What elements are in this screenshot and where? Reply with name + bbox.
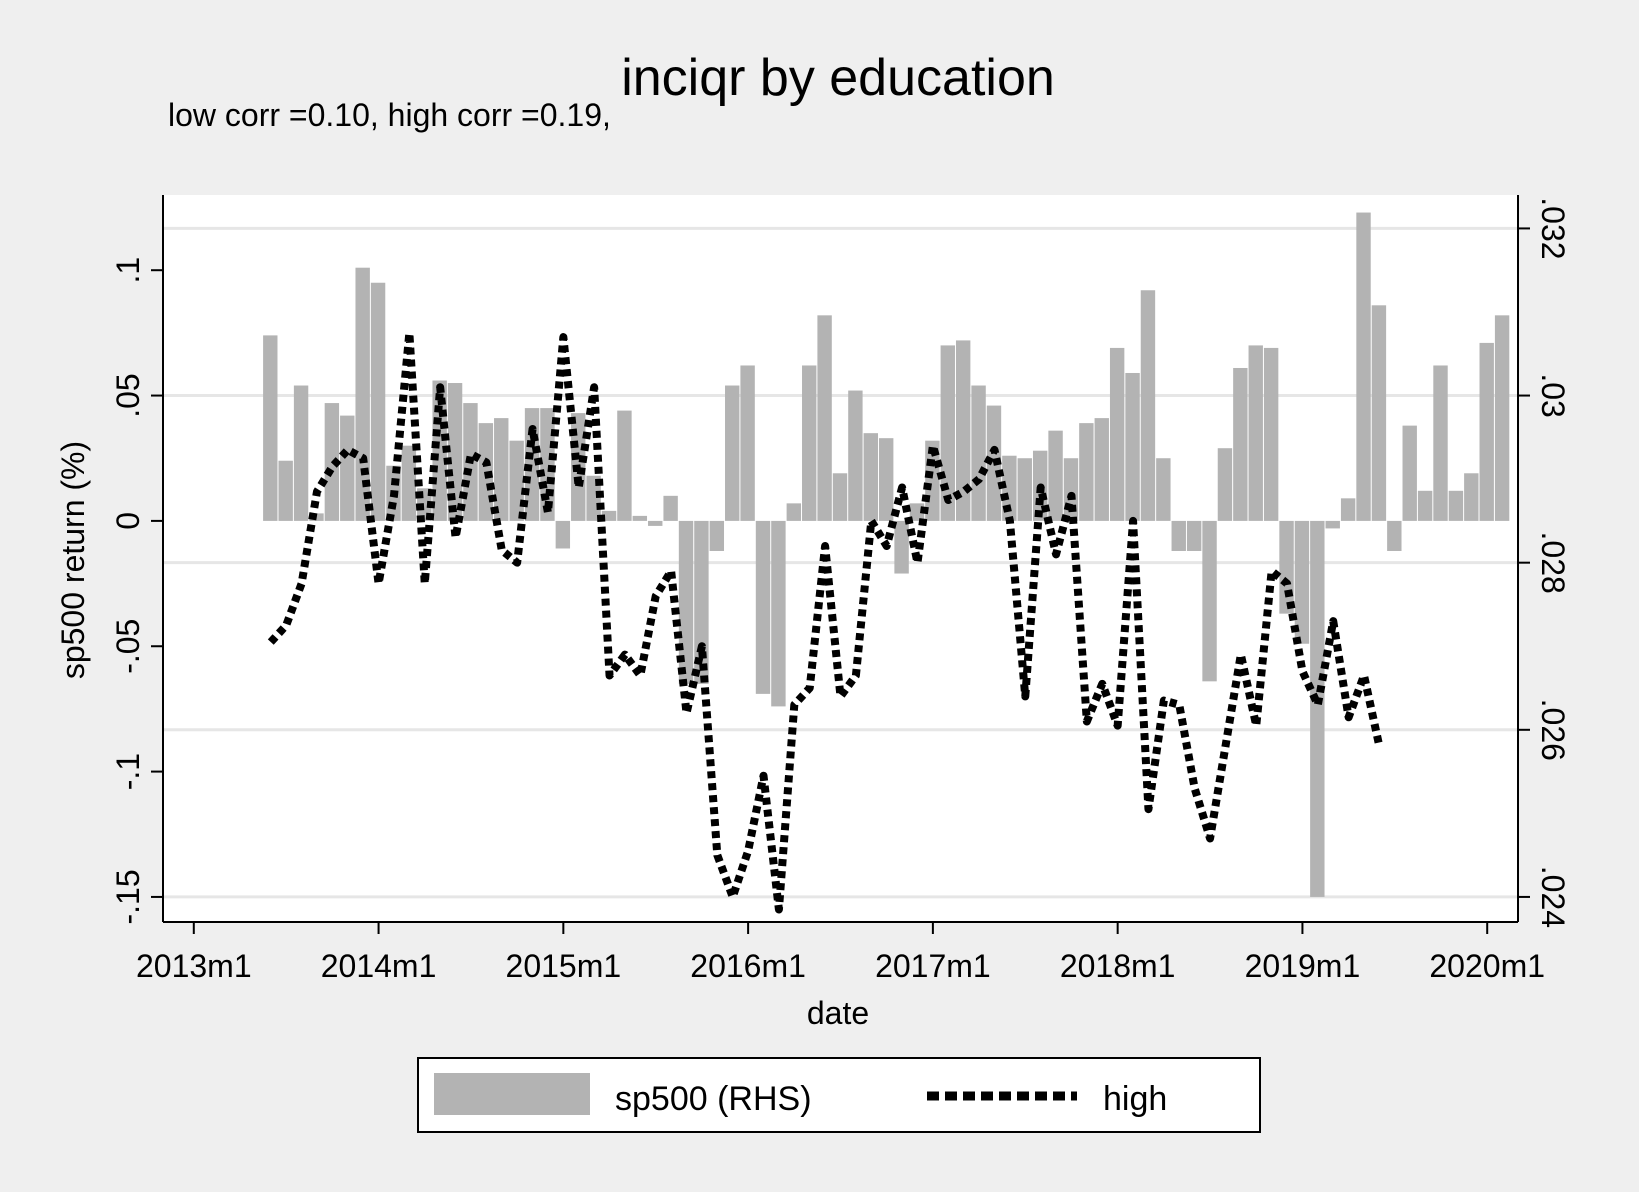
sp500-bar [1279, 520, 1294, 614]
right-tick-label: .028 [1535, 532, 1571, 594]
sp500-bar [878, 438, 894, 521]
sp500-bar [1186, 520, 1202, 551]
sp500-bar [370, 282, 386, 521]
right-tick-label: .026 [1535, 699, 1571, 761]
left-tick-label: .05 [110, 373, 146, 417]
sp500-bar [740, 365, 755, 521]
sp500-bar [1356, 212, 1371, 521]
sp500-bar [601, 510, 617, 521]
sp500-bar [1464, 473, 1479, 521]
right-tick-label: .024 [1535, 866, 1571, 928]
sp500-bar [971, 385, 986, 521]
sp500-bar [1002, 455, 1017, 521]
sp500-bar [802, 365, 817, 521]
sp500-bar [694, 520, 709, 684]
legend-label-high: high [1103, 1080, 1167, 1118]
sp500-bar [1433, 365, 1448, 521]
sp500-bar [509, 440, 524, 521]
sp500-bar [1402, 425, 1417, 521]
sp500-bar [1094, 418, 1109, 521]
sp500-bar [1156, 458, 1171, 521]
sp500-bar [725, 385, 740, 521]
legend: sp500 (RHS) high [417, 1057, 1261, 1133]
sp500-bar [1079, 423, 1094, 521]
x-tick-label: 2016m1 [690, 948, 806, 984]
chart-title: inciqr by education [621, 49, 1055, 107]
sp500-bar [1217, 448, 1233, 521]
sp500-bar [848, 390, 863, 521]
left-tick-label: -.15 [110, 869, 146, 924]
sp500-bar [894, 520, 909, 574]
sp500-bar [940, 345, 955, 521]
x-axis-label: date [807, 995, 869, 1031]
sp500-bar [1448, 490, 1464, 521]
sp500-bar [263, 335, 278, 521]
sp500-bar [1125, 372, 1140, 521]
legend-swatch-sp500 [434, 1073, 590, 1115]
sp500-bar [1371, 305, 1387, 521]
sp500-bar [632, 515, 648, 521]
sp500-bar [1140, 290, 1156, 521]
sp500-bar [401, 445, 417, 521]
sp500-bar [786, 503, 802, 521]
sp500-bar [1325, 520, 1340, 529]
x-tick-label: 2014m1 [321, 948, 437, 984]
chart-subtitle: low corr =0.10, high corr =0.19, [168, 97, 611, 133]
sp500-bar [709, 520, 725, 551]
sp500-bar [1340, 498, 1356, 521]
sp500-bar [1417, 490, 1433, 521]
sp500-bar [755, 520, 771, 694]
right-axis-ticks: .024 .026 .028 .03 .032 [1518, 197, 1571, 928]
sp500-bar [863, 433, 878, 521]
sp500-bar [832, 473, 848, 521]
sp500-bar [955, 340, 971, 521]
sp500-bar [663, 495, 678, 521]
sp500-bar [1294, 520, 1310, 644]
sp500-bar [1494, 315, 1510, 521]
sp500-bar [648, 520, 663, 526]
x-tick-label: 2019m1 [1245, 948, 1361, 984]
left-axis-ticks: -.15 -.1 -.05 0 .05 .1 [110, 257, 163, 925]
sp500-bar [817, 315, 832, 521]
x-tick-label: 2020m1 [1429, 948, 1545, 984]
sp500-bar [771, 520, 786, 707]
sp500-bar [555, 520, 571, 549]
sp500-bar [617, 410, 632, 521]
right-tick-label: .032 [1535, 197, 1571, 259]
sp500-bar [1233, 367, 1248, 521]
left-tick-label: 0 [110, 512, 146, 530]
sp500-bars [263, 212, 1510, 897]
sp500-bar [1171, 520, 1186, 551]
sp500-bar [909, 503, 925, 521]
sp500-bar [1263, 347, 1279, 521]
sp500-bar [494, 418, 509, 521]
left-tick-label: -.05 [110, 619, 146, 674]
sp500-bar [340, 415, 355, 521]
high-line [267, 328, 1384, 914]
x-tick-label: 2013m1 [136, 948, 252, 984]
sp500-bar [293, 385, 309, 521]
sp500-bar [1479, 342, 1494, 521]
sp500-bar [278, 460, 293, 521]
sp500-bar [1310, 520, 1325, 897]
sp500-bar [1109, 347, 1125, 521]
sp500-bar [1387, 520, 1402, 551]
high-line-group [267, 328, 1384, 914]
left-tick-label: .1 [110, 257, 146, 284]
legend-label-sp500: sp500 (RHS) [615, 1080, 812, 1118]
y-axis-label: sp500 return (%) [55, 441, 91, 679]
left-tick-label: -.1 [110, 753, 146, 790]
sp500-bar [1017, 458, 1032, 521]
x-axis-ticks: 2013m1 2014m1 2015m1 2016m1 2017m1 2018m1 2019… [136, 922, 1545, 984]
sp500-bar [1048, 430, 1063, 521]
sp500-bar [1248, 345, 1263, 521]
sp500-bar [1202, 520, 1217, 682]
x-tick-label: 2017m1 [875, 948, 991, 984]
right-tick-label: .03 [1535, 373, 1571, 417]
x-tick-label: 2015m1 [506, 948, 622, 984]
x-tick-label: 2018m1 [1060, 948, 1176, 984]
